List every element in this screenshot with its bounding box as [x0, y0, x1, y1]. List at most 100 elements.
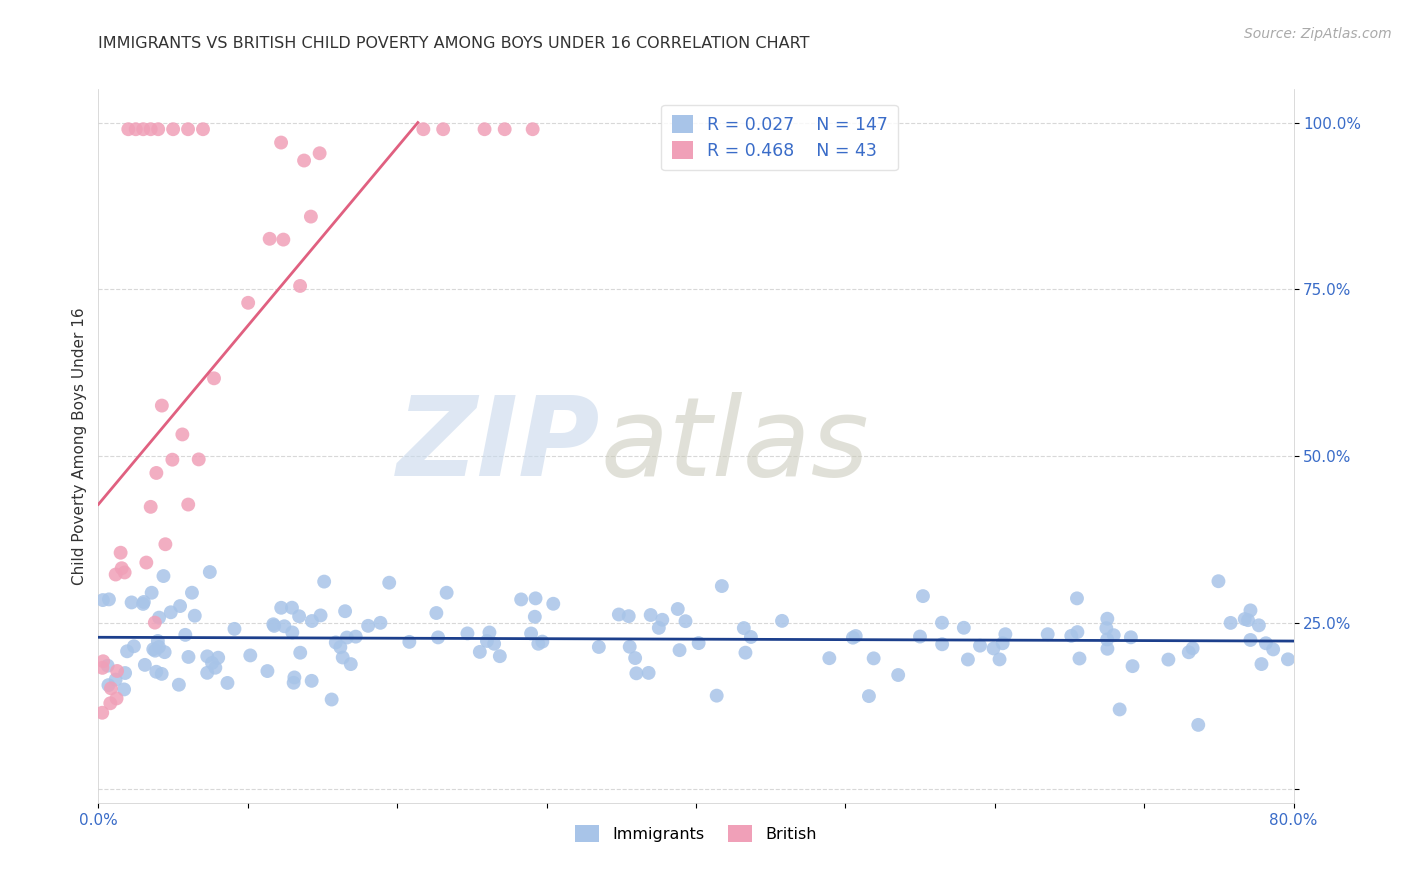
- Point: [177, 498, 200, 512]
- Point: [288, 279, 311, 293]
- Point: [527, 637, 550, 651]
- Point: [531, 634, 554, 648]
- Point: [1102, 628, 1125, 642]
- Point: [97, 592, 120, 607]
- Point: [333, 604, 356, 618]
- Point: [148, 122, 170, 136]
- Point: [321, 692, 343, 706]
- Point: [270, 600, 292, 615]
- Point: [908, 630, 931, 644]
- Point: [314, 574, 336, 589]
- Point: [468, 645, 491, 659]
- Point: [114, 566, 136, 580]
- Point: [198, 565, 221, 579]
- Point: [177, 122, 200, 136]
- Point: [117, 122, 139, 136]
- Point: [1263, 642, 1285, 657]
- Point: [204, 661, 226, 675]
- Point: [292, 153, 315, 168]
- Point: [1219, 615, 1241, 630]
- Point: [1208, 574, 1230, 589]
- Point: [666, 602, 689, 616]
- Point: [931, 615, 953, 630]
- Point: [520, 626, 543, 640]
- Point: [150, 666, 173, 681]
- Point: [543, 597, 565, 611]
- Point: [1239, 632, 1261, 647]
- Point: [1097, 612, 1119, 626]
- Point: [105, 691, 128, 706]
- Point: [770, 614, 793, 628]
- Point: [111, 561, 134, 575]
- Point: [1121, 659, 1143, 673]
- Point: [100, 681, 122, 696]
- Point: [299, 210, 322, 224]
- Text: ZIP: ZIP: [396, 392, 600, 500]
- Point: [283, 675, 305, 690]
- Point: [640, 607, 662, 622]
- Point: [425, 606, 447, 620]
- Point: [273, 619, 295, 633]
- Point: [412, 122, 434, 136]
- Point: [104, 673, 127, 687]
- Point: [207, 650, 229, 665]
- Point: [1066, 625, 1088, 640]
- Point: [177, 649, 200, 664]
- Point: [308, 146, 330, 161]
- Point: [97, 658, 120, 673]
- Point: [862, 651, 884, 665]
- Point: [648, 621, 671, 635]
- Point: [112, 682, 135, 697]
- Point: [1187, 718, 1209, 732]
- Point: [281, 625, 304, 640]
- Point: [1036, 627, 1059, 641]
- Point: [370, 615, 392, 630]
- Point: [143, 615, 166, 630]
- Point: [141, 586, 163, 600]
- Point: [858, 689, 880, 703]
- Point: [159, 605, 181, 619]
- Point: [143, 643, 166, 657]
- Point: [474, 122, 496, 136]
- Point: [969, 639, 991, 653]
- Point: [132, 122, 155, 136]
- Text: atlas: atlas: [600, 392, 869, 500]
- Point: [953, 621, 976, 635]
- Point: [651, 613, 673, 627]
- Point: [262, 617, 284, 632]
- Point: [1277, 652, 1299, 666]
- Point: [195, 649, 218, 664]
- Point: [91, 661, 114, 675]
- Point: [139, 500, 162, 514]
- Point: [991, 636, 1014, 650]
- Point: [184, 608, 207, 623]
- Point: [105, 664, 128, 678]
- Point: [181, 585, 204, 599]
- Point: [332, 650, 354, 665]
- Point: [273, 233, 295, 247]
- Point: [887, 668, 910, 682]
- Point: [187, 452, 209, 467]
- Point: [1233, 612, 1256, 626]
- Point: [148, 610, 170, 624]
- Point: [202, 371, 225, 385]
- Point: [288, 609, 311, 624]
- Point: [110, 546, 132, 560]
- Point: [489, 649, 512, 664]
- Point: [195, 665, 218, 680]
- Point: [301, 673, 323, 688]
- Point: [523, 609, 546, 624]
- Point: [1254, 636, 1277, 650]
- Point: [174, 628, 197, 642]
- Point: [427, 631, 450, 645]
- Point: [478, 625, 501, 640]
- Point: [191, 122, 214, 136]
- Point: [1247, 618, 1270, 632]
- Point: [637, 665, 659, 680]
- Point: [325, 635, 347, 649]
- Point: [1181, 641, 1204, 656]
- Point: [983, 641, 1005, 656]
- Point: [172, 427, 194, 442]
- Point: [239, 648, 262, 663]
- Point: [668, 643, 690, 657]
